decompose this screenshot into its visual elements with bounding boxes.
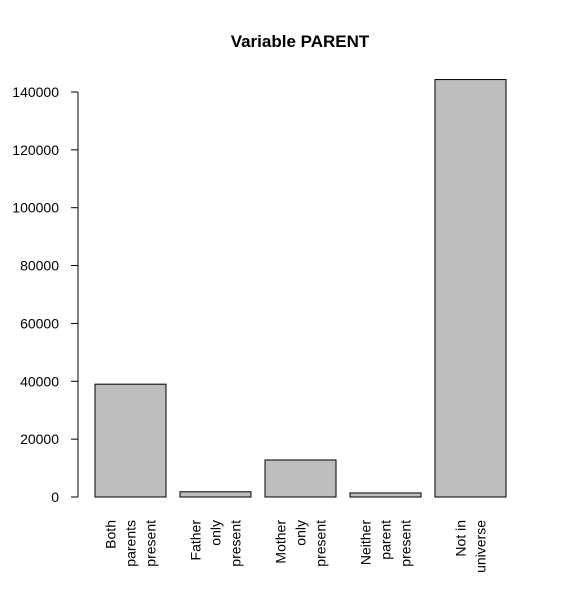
x-category-label: Mother: [273, 520, 289, 564]
bar: [264, 459, 337, 498]
x-category-label: Father: [188, 520, 204, 561]
y-tick-label: 20000: [20, 431, 59, 447]
bar: [349, 492, 422, 498]
bar: [94, 383, 167, 498]
y-tick-label: 80000: [20, 258, 59, 274]
bar: [179, 491, 252, 498]
y-tick-label: 140000: [12, 84, 59, 100]
x-category-label: parent: [378, 520, 394, 560]
x-category-label: present: [143, 520, 159, 567]
y-tick-label: 120000: [12, 142, 59, 158]
x-category-label: present: [228, 520, 244, 567]
y-tick-label: 60000: [20, 315, 59, 331]
x-axis-labels: Both parents present Father only present Mothe…: [103, 520, 489, 573]
bars: [94, 79, 507, 498]
y-tick-label: 40000: [20, 373, 59, 389]
x-category-label: Both: [103, 520, 119, 549]
x-category-label: only: [208, 520, 224, 546]
bar: [434, 79, 507, 498]
y-tick-label: 100000: [12, 200, 59, 216]
x-category-label: universe: [473, 520, 489, 573]
x-category-label: only: [293, 520, 309, 546]
y-axis: 0 20000 40000 60000 80000 100000 120000 140000: [12, 84, 79, 505]
x-category-label: present: [398, 520, 414, 567]
x-category-label: present: [313, 520, 329, 567]
x-category-label: Neither: [358, 520, 374, 565]
x-category-label: Not in: [453, 520, 469, 557]
chart-title: Variable PARENT: [231, 32, 370, 51]
x-category-label: parents: [123, 520, 139, 567]
y-tick-label: 0: [51, 489, 59, 505]
